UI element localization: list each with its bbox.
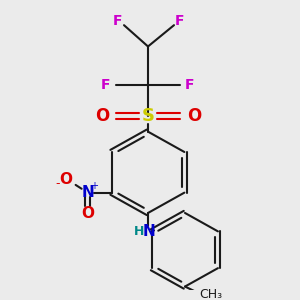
Text: O: O bbox=[81, 206, 94, 221]
Text: O: O bbox=[59, 172, 72, 187]
Text: O: O bbox=[187, 107, 201, 125]
Text: F: F bbox=[101, 78, 111, 92]
Text: H: H bbox=[134, 225, 144, 238]
Text: CH₃: CH₃ bbox=[200, 288, 223, 300]
Text: O: O bbox=[95, 107, 109, 125]
Text: F: F bbox=[113, 14, 123, 28]
Text: +: + bbox=[90, 181, 98, 191]
Text: F: F bbox=[175, 14, 185, 28]
Text: S: S bbox=[142, 107, 154, 125]
Text: N: N bbox=[142, 224, 155, 239]
Text: N: N bbox=[81, 185, 94, 200]
Text: -: - bbox=[56, 177, 60, 190]
Text: F: F bbox=[185, 78, 195, 92]
